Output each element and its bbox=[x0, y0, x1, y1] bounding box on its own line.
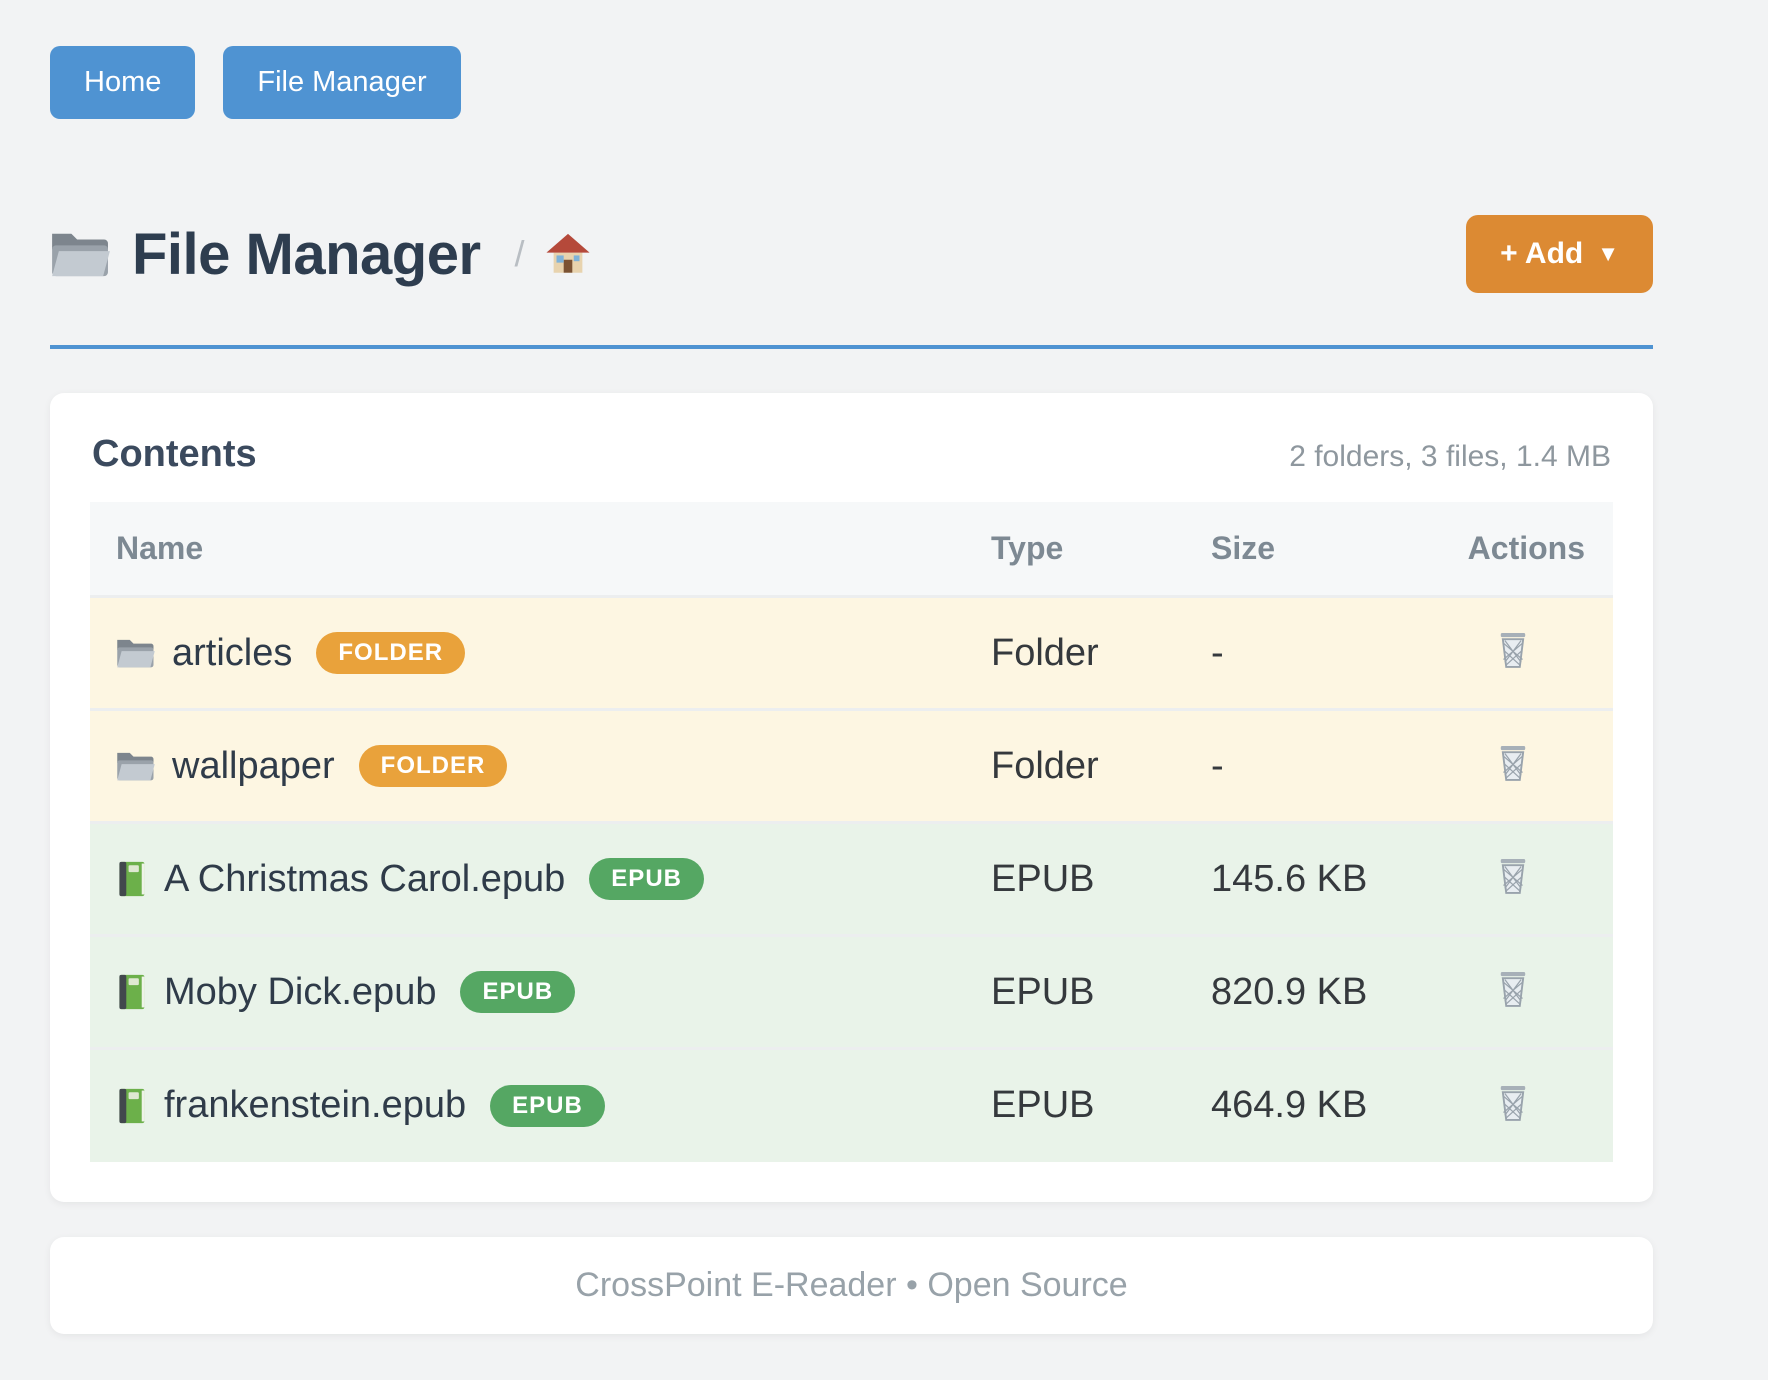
table-row[interactable]: wallpaper FOLDER Folder - bbox=[90, 708, 1613, 823]
page-title: File Manager bbox=[132, 221, 481, 287]
page-header: File Manager / + Add ▼ bbox=[50, 215, 1653, 293]
book-icon bbox=[116, 860, 148, 898]
folder-icon bbox=[116, 636, 156, 670]
file-type: EPUB bbox=[965, 934, 1185, 1049]
table-row[interactable]: Moby Dick.epub EPUB EPUB 820.9 KB bbox=[90, 934, 1613, 1049]
footer-text: CrossPoint E-Reader • Open Source bbox=[575, 1265, 1128, 1304]
trash-icon bbox=[1496, 631, 1530, 669]
delete-button[interactable] bbox=[1492, 1080, 1534, 1129]
folder-badge: FOLDER bbox=[358, 745, 508, 787]
add-button-label: + Add bbox=[1500, 237, 1584, 270]
column-header-actions: Actions bbox=[1413, 502, 1613, 597]
add-button[interactable]: + Add ▼ bbox=[1466, 215, 1653, 293]
column-header-name: Name bbox=[90, 502, 965, 597]
file-type: Folder bbox=[965, 708, 1185, 823]
delete-button[interactable] bbox=[1492, 740, 1534, 789]
trash-icon bbox=[1496, 1084, 1530, 1122]
trash-icon bbox=[1496, 970, 1530, 1008]
file-name-link[interactable]: frankenstein.epub bbox=[164, 1084, 467, 1127]
book-icon bbox=[116, 973, 148, 1011]
file-size: 820.9 KB bbox=[1185, 934, 1413, 1049]
title-divider bbox=[50, 345, 1653, 349]
file-type: EPUB bbox=[965, 821, 1185, 936]
table-row[interactable]: articles FOLDER Folder - bbox=[90, 595, 1613, 710]
delete-button[interactable] bbox=[1492, 853, 1534, 902]
contents-summary: 2 folders, 3 files, 1.4 MB bbox=[1289, 440, 1611, 473]
contents-title: Contents bbox=[92, 433, 257, 475]
column-header-size: Size bbox=[1185, 502, 1413, 597]
file-name-link[interactable]: articles bbox=[172, 631, 293, 674]
epub-badge: EPUB bbox=[589, 858, 704, 900]
trash-icon bbox=[1496, 857, 1530, 895]
contents-card: Contents 2 folders, 3 files, 1.4 MB Name… bbox=[50, 393, 1653, 1202]
file-type: Folder bbox=[965, 595, 1185, 710]
file-name-link[interactable]: wallpaper bbox=[172, 744, 335, 787]
epub-badge: EPUB bbox=[460, 971, 576, 1013]
epub-badge: EPUB bbox=[490, 1084, 605, 1127]
file-size: - bbox=[1185, 708, 1413, 823]
folder-icon bbox=[50, 228, 112, 280]
folder-badge: FOLDER bbox=[316, 632, 466, 674]
table-row[interactable]: frankenstein.epub EPUB EPUB 464.9 KB bbox=[90, 1047, 1613, 1162]
house-icon[interactable] bbox=[545, 232, 591, 276]
table-row[interactable]: A Christmas Carol.epub EPUB EPUB 145.6 K… bbox=[90, 821, 1613, 936]
delete-button[interactable] bbox=[1492, 966, 1534, 1015]
trash-icon bbox=[1496, 744, 1530, 782]
footer-card: CrossPoint E-Reader • Open Source bbox=[50, 1236, 1653, 1334]
column-header-type: Type bbox=[965, 502, 1185, 597]
folder-icon bbox=[116, 749, 156, 783]
table-header-row: Name Type Size Actions bbox=[90, 502, 1613, 597]
breadcrumb-separator: / bbox=[514, 233, 525, 274]
file-manager-button[interactable]: File Manager bbox=[223, 46, 461, 119]
top-nav: Home File Manager bbox=[50, 0, 1653, 119]
file-type: EPUB bbox=[965, 1047, 1185, 1162]
file-size: 145.6 KB bbox=[1185, 821, 1413, 936]
file-name-link[interactable]: Moby Dick.epub bbox=[164, 970, 437, 1013]
file-size: 464.9 KB bbox=[1185, 1047, 1413, 1162]
chevron-down-icon: ▼ bbox=[1597, 241, 1619, 266]
file-table: Name Type Size Actions bbox=[90, 502, 1613, 1162]
page-container: Home File Manager File Manager / bbox=[50, 0, 1653, 1334]
file-name-link[interactable]: A Christmas Carol.epub bbox=[164, 857, 566, 900]
book-icon bbox=[116, 1087, 148, 1125]
delete-button[interactable] bbox=[1492, 627, 1534, 676]
home-button[interactable]: Home bbox=[50, 46, 196, 119]
file-size: - bbox=[1185, 595, 1413, 710]
